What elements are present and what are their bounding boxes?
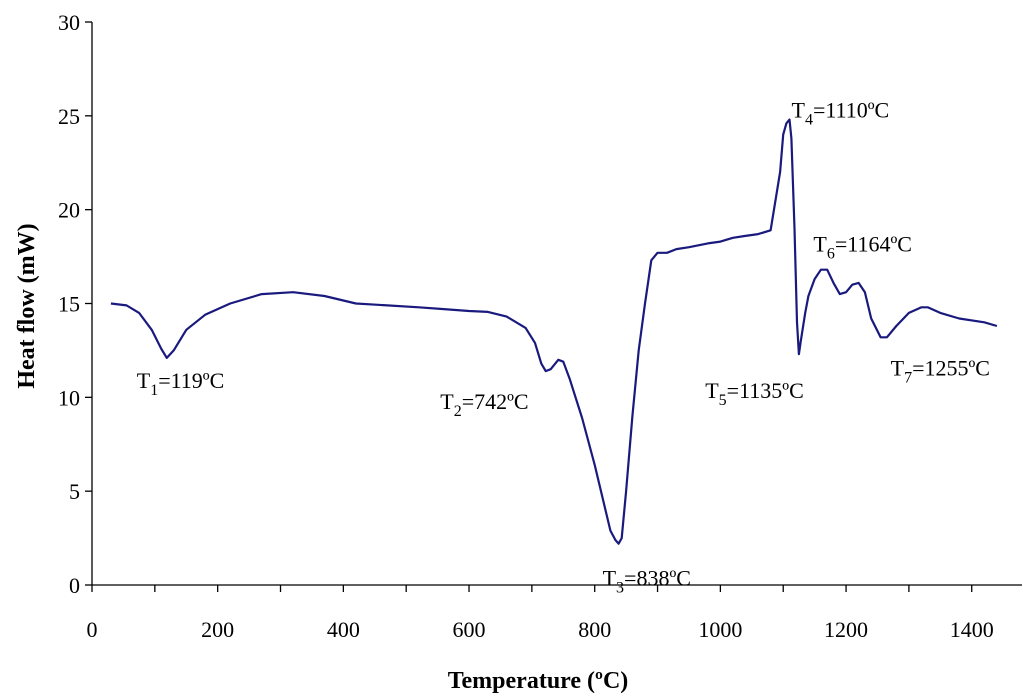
peak-label-value: =1255ºC [912, 355, 990, 380]
peak-label-t5: T5=1135ºC [705, 378, 804, 409]
peak-label-t7: T7=1255ºC [891, 355, 990, 386]
x-tick-label: 1200 [824, 617, 868, 642]
peak-label-subscript: 5 [719, 392, 727, 409]
peak-label-symbol: T [813, 232, 827, 257]
peak-label-t6: T6=1164ºC [813, 232, 912, 263]
x-tick-label: 600 [453, 617, 486, 642]
peak-label-value: =119ºC [158, 368, 224, 393]
peak-label-symbol: T [137, 368, 151, 393]
y-axis-title: Heat flow (mW) [14, 223, 40, 388]
peak-label-value: =1110ºC [813, 98, 889, 123]
peak-label-subscript: 2 [454, 403, 462, 420]
peak-annotations: T1=119ºCT2=742ºCT3=838ºCT4=1110ºCT5=1135… [137, 98, 990, 597]
x-tick-label: 800 [578, 617, 611, 642]
peak-label-symbol: T [440, 389, 454, 414]
peak-label-subscript: 4 [805, 112, 813, 129]
x-tick-label: 200 [201, 617, 234, 642]
y-tick-label: 5 [69, 479, 80, 504]
axes [85, 21, 1022, 592]
x-tick-label: 0 [87, 617, 98, 642]
y-tick-label: 15 [58, 292, 80, 317]
heat-flow-line [110, 118, 998, 545]
peak-label-t1: T1=119ºC [137, 368, 225, 399]
peak-label-subscript: 7 [904, 369, 912, 386]
peak-label-subscript: 3 [616, 580, 624, 597]
peak-label-symbol: T [891, 355, 905, 380]
peak-label-t4: T4=1110ºC [792, 98, 890, 129]
peak-label-value: =1135ºC [727, 378, 804, 403]
y-tick-label: 20 [58, 198, 80, 223]
y-tick-label: 30 [58, 10, 80, 35]
x-axis-title: Temperature (ºC) [448, 668, 629, 694]
x-tick-label: 1400 [950, 617, 994, 642]
peak-label-subscript: 6 [827, 246, 835, 263]
peak-label-symbol: T [603, 566, 617, 591]
peak-label-subscript: 1 [150, 382, 158, 399]
peak-label-value: =1164ºC [835, 232, 912, 257]
peak-label-symbol: T [792, 98, 806, 123]
peak-label-symbol: T [705, 378, 719, 403]
y-tick-label: 0 [69, 573, 80, 598]
x-tick-label: 1000 [698, 617, 742, 642]
x-tick-label: 400 [327, 617, 360, 642]
peak-label-t3: T3=838ºC [603, 566, 691, 597]
peak-label-t2: T2=742ºC [440, 389, 528, 420]
y-tick-label: 10 [58, 385, 80, 410]
peak-label-value: =742ºC [462, 389, 529, 414]
peak-label-value: =838ºC [624, 566, 691, 591]
y-tick-label: 25 [58, 104, 80, 129]
